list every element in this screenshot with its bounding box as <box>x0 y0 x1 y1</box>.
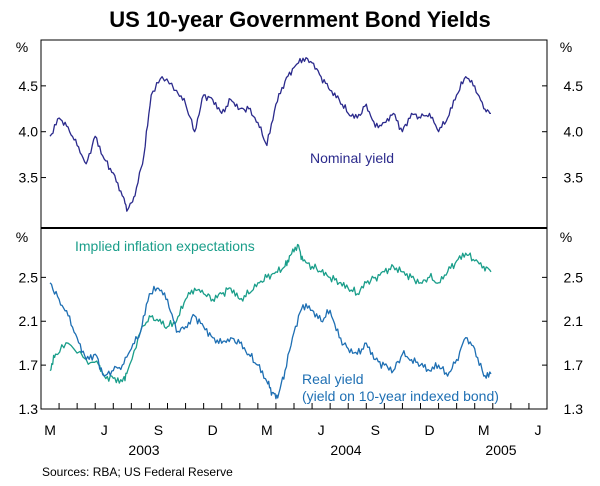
x-month-label: J <box>318 422 325 438</box>
series-line-nominal-yield <box>49 57 492 212</box>
bottom-left-unit-label: % <box>16 229 28 245</box>
y-tick-label-right: 4.0 <box>564 124 584 140</box>
x-month-label: S <box>154 422 163 438</box>
x-year-label: 2003 <box>128 442 159 458</box>
y-tick-label-right: 1.7 <box>564 357 584 373</box>
series-line-implied-inflation-expectations <box>49 243 492 384</box>
inflation-expectations-label: Implied inflation expectations <box>75 238 255 254</box>
real-yield-sublabel: (yield on 10-year indexed bond) <box>302 388 499 404</box>
bottom-right-unit-label: % <box>560 229 572 245</box>
y-tick-label-left: 4.0 <box>19 124 39 140</box>
x-axis-ticks: M J S D M J S D M J 2003 2004 2005 <box>40 403 548 458</box>
y-tick-label-left: 2.1 <box>19 313 39 329</box>
y-tick-label-left: 2.5 <box>19 269 39 285</box>
x-month-label: M <box>478 422 490 438</box>
chart-title: US 10-year Government Bond Yields <box>109 7 490 32</box>
series-lines <box>49 57 492 400</box>
x-month-label: J <box>534 422 541 438</box>
y-tick-label-right: 3.5 <box>564 170 584 186</box>
series-line-real-yield <box>49 282 492 400</box>
y-tick-label-right: 2.1 <box>564 313 584 329</box>
top-right-unit-label: % <box>560 39 572 55</box>
y-tick-label-left: 1.7 <box>19 357 39 373</box>
nominal-yield-label: Nominal yield <box>310 150 394 166</box>
x-year-label: 2004 <box>330 442 361 458</box>
bottom-tick-labels: 2.5 2.5 2.1 2.1 1.7 1.7 1.3 1.3 <box>19 269 584 417</box>
real-yield-label: Real yield <box>302 371 363 387</box>
x-month-label: J <box>101 422 108 438</box>
y-tick-label-right: 4.5 <box>564 78 584 94</box>
y-tick-label-right: 1.3 <box>564 401 584 417</box>
x-month-label: M <box>44 422 56 438</box>
x-year-label: 2005 <box>485 442 516 458</box>
x-month-label: M <box>261 422 273 438</box>
x-month-label: S <box>371 422 380 438</box>
y-tick-label-right: 2.5 <box>564 269 584 285</box>
source-note: Sources: RBA; US Federal Reserve <box>42 465 233 479</box>
x-month-label: D <box>208 422 218 438</box>
y-tick-label-left: 1.3 <box>19 401 39 417</box>
y-tick-label-left: 3.5 <box>19 170 39 186</box>
top-tick-labels: 4.5 4.5 4.0 4.0 3.5 3.5 <box>19 78 584 186</box>
x-month-label: D <box>424 422 434 438</box>
top-left-unit-label: % <box>16 39 28 55</box>
y-tick-label-left: 4.5 <box>19 78 39 94</box>
